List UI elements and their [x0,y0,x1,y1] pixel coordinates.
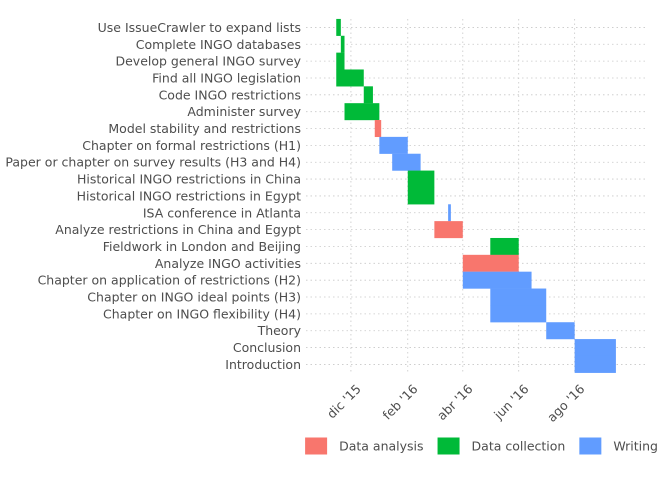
legend-item: Data collection [437,437,566,455]
task-label: Analyze restrictions in China and Egypt [55,222,301,237]
task-label: Model stability and restrictions [108,121,301,136]
legend-item: Data analysis [305,437,424,455]
task-bar [340,35,345,53]
task-bar [407,187,435,205]
legend-key [437,437,460,455]
task-label: Chapter on application of restrictions (… [38,273,301,288]
task-label: Use IssueCrawler to expand lists [98,20,301,35]
task-label: Chapter on INGO flexibility (H4) [103,306,301,321]
legend-label: Data collection [472,439,566,454]
task-bar [336,52,345,70]
legend-label: Data analysis [339,439,423,454]
task-label: Theory [257,323,302,338]
x-axis: dic '15 feb '16 abr '16 jun '16 ago '16 [324,381,588,425]
task-bar [407,170,435,188]
task-bar [336,18,341,36]
task-label: Chapter on formal restrictions (H1) [82,138,301,153]
task-bar [363,86,373,104]
x-tick-label: abr '16 [434,381,476,423]
task-bar [392,153,421,171]
task-bar [462,271,532,289]
task-bar [490,288,547,306]
task-label: Develop general INGO survey [115,54,301,69]
legend: Data analysis Data collection Writing [305,437,658,455]
task-label: Historical INGO restrictions in Egypt [77,188,301,203]
task-bar [546,322,575,340]
task-label: ISA conference in Atlanta [143,205,301,220]
task-label: Administer survey [187,104,301,119]
task-bar [379,136,408,154]
task-label: Introduction [225,357,301,372]
x-tick-label: feb '16 [379,381,420,422]
legend-label: Writing [613,439,658,454]
bars [336,18,616,373]
task-label: Find all INGO legislation [152,70,301,85]
task-bar [434,221,463,239]
task-label: Paper or chapter on survey results (H3 a… [5,155,301,170]
task-bar [490,237,519,255]
legend-key [579,437,602,455]
task-bar [574,339,616,357]
task-label: Fieldwork in London and Beijing [103,239,301,254]
x-tick-label: dic '15 [324,381,364,421]
task-bar [574,355,616,373]
x-tick-label: jun '16 [490,381,531,422]
x-tick-label: ago '16 [544,381,588,425]
task-label: Analyze INGO activities [155,256,301,271]
task-label: Complete INGO databases [136,37,301,52]
task-label: Conclusion [233,340,301,355]
task-bar [462,254,519,272]
task-bar [374,120,382,138]
task-bar [490,305,547,323]
task-labels: Use IssueCrawler to expand lists Complete… [5,20,301,372]
legend-key [305,437,328,455]
task-label: Code INGO restrictions [159,87,301,102]
task-label: Historical INGO restrictions in China [77,172,301,187]
task-bar [448,204,451,222]
task-label: Chapter on INGO ideal points (H3) [87,290,301,305]
task-bar [336,69,364,87]
task-bar [344,103,380,121]
legend-item: Writing [579,437,658,455]
